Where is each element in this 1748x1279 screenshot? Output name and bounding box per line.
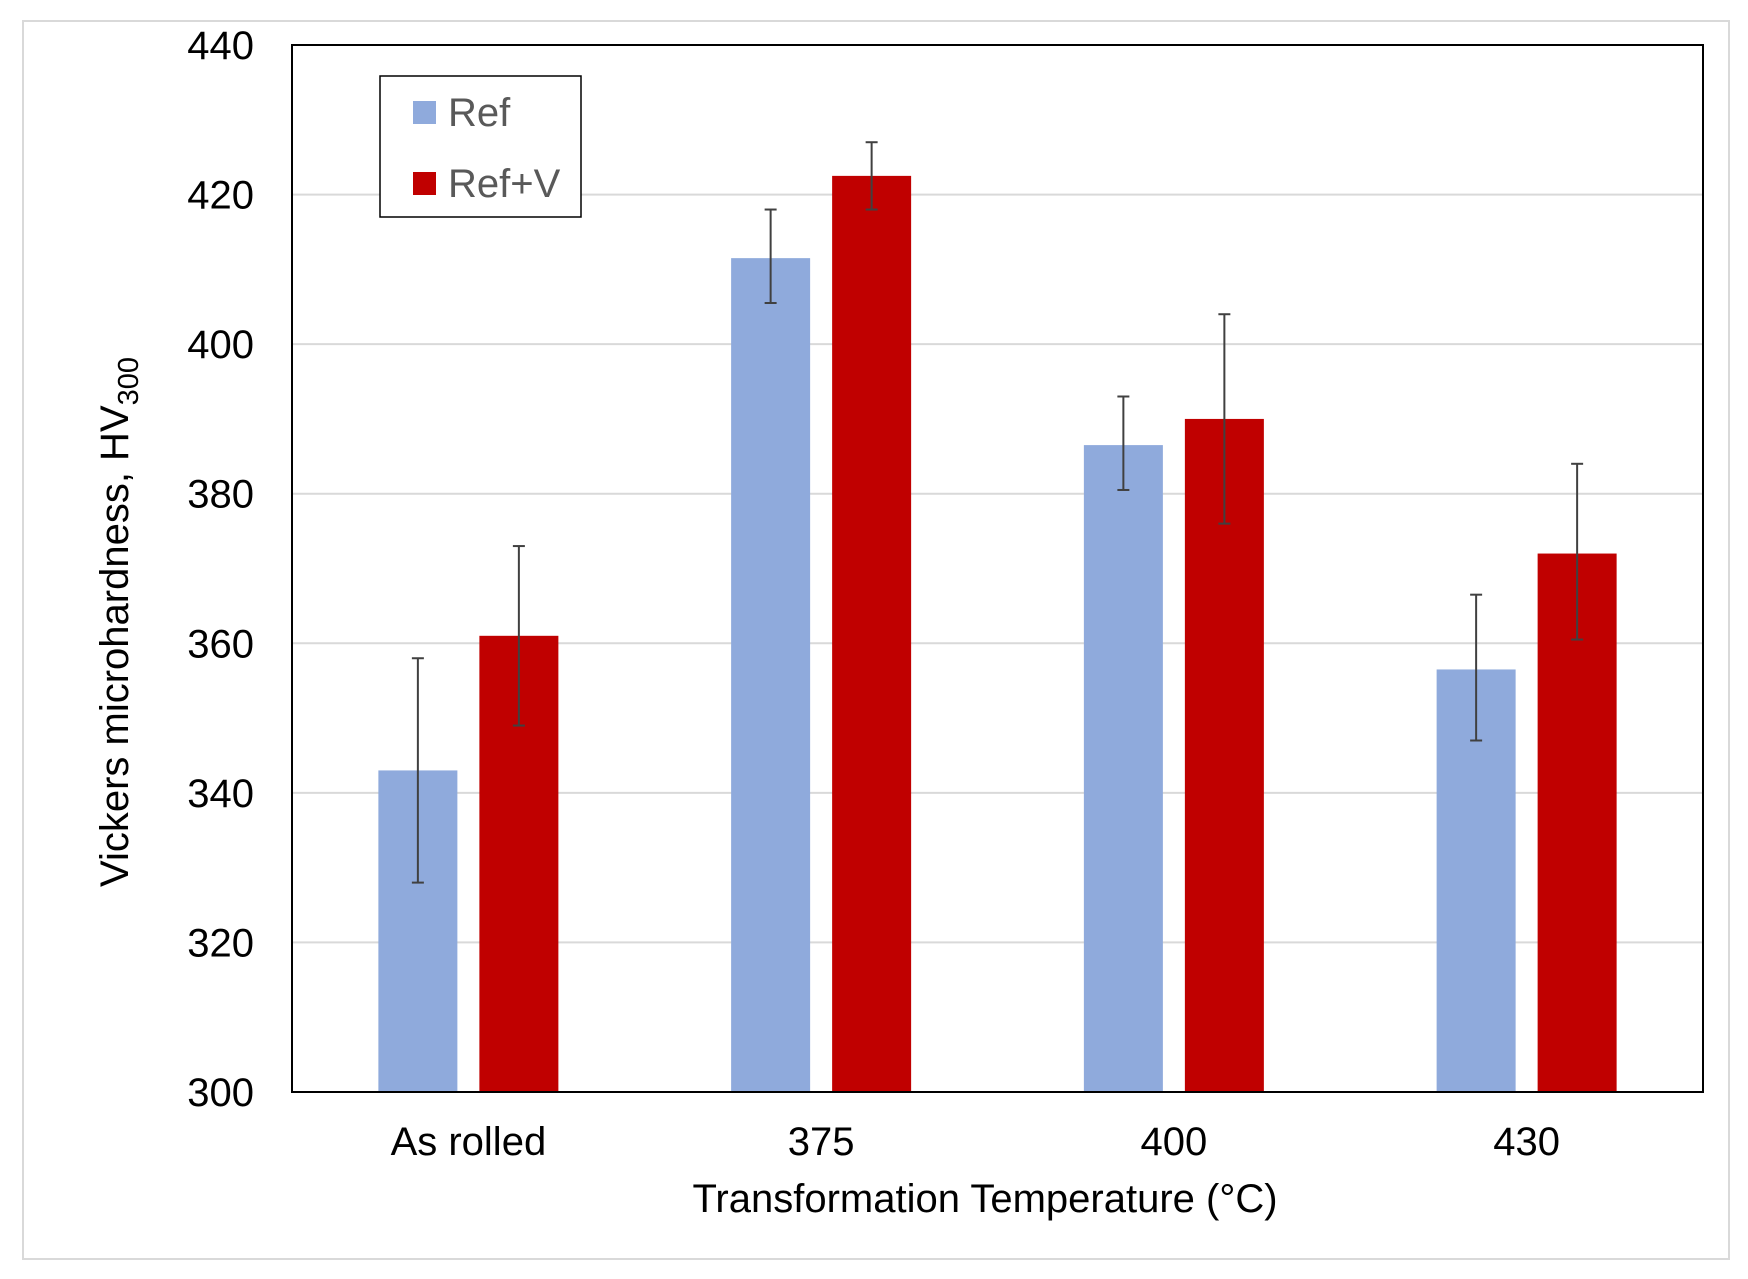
bar-ref-2 (1083, 445, 1163, 1092)
bar-ref-v-3 (1537, 553, 1617, 1092)
x-tick-label: 430 (1493, 1120, 1560, 1164)
legend-label-ref: Ref (448, 91, 511, 135)
y-tick-label: 380 (187, 473, 254, 517)
x-tick-label: As rolled (391, 1120, 547, 1164)
x-axis-title: Transformation Temperature (°C) (692, 1177, 1277, 1221)
x-tick-labels: As rolled 375 400 430 (391, 1120, 1560, 1164)
y-tick-label: 440 (187, 24, 254, 68)
legend-swatch-ref-v (413, 172, 436, 195)
bar-ref-v-2 (1184, 418, 1264, 1092)
bar-ref-1 (731, 258, 811, 1092)
plot-area-border (291, 44, 1704, 1093)
y-tick-label: 360 (187, 622, 254, 666)
y-tick-label: 320 (187, 921, 254, 965)
error-bars (411, 141, 1584, 884)
bars (378, 175, 1617, 1092)
x-tick-label: 400 (1141, 1120, 1208, 1164)
y-tick-label: 400 (187, 323, 254, 367)
x-tick-label: 375 (788, 1120, 855, 1164)
legend-label-ref-v: Ref+V (448, 162, 561, 206)
y-axis-title-subscript: 300 (113, 357, 145, 405)
y-axis-title: Vickers microhardness, HV300 (93, 357, 145, 887)
y-tick-label: 340 (187, 772, 254, 816)
y-tick-labels: 300 320 340 360 380 400 420 440 (187, 24, 254, 1115)
y-axis-title-main: Vickers microhardness, HV (93, 405, 137, 887)
legend-swatch-ref (413, 101, 436, 124)
legend: Ref Ref+V (379, 75, 582, 218)
y-tick-label: 300 (187, 1071, 254, 1115)
y-tick-label: 420 (187, 174, 254, 218)
bar-ref-v-1 (832, 175, 912, 1092)
